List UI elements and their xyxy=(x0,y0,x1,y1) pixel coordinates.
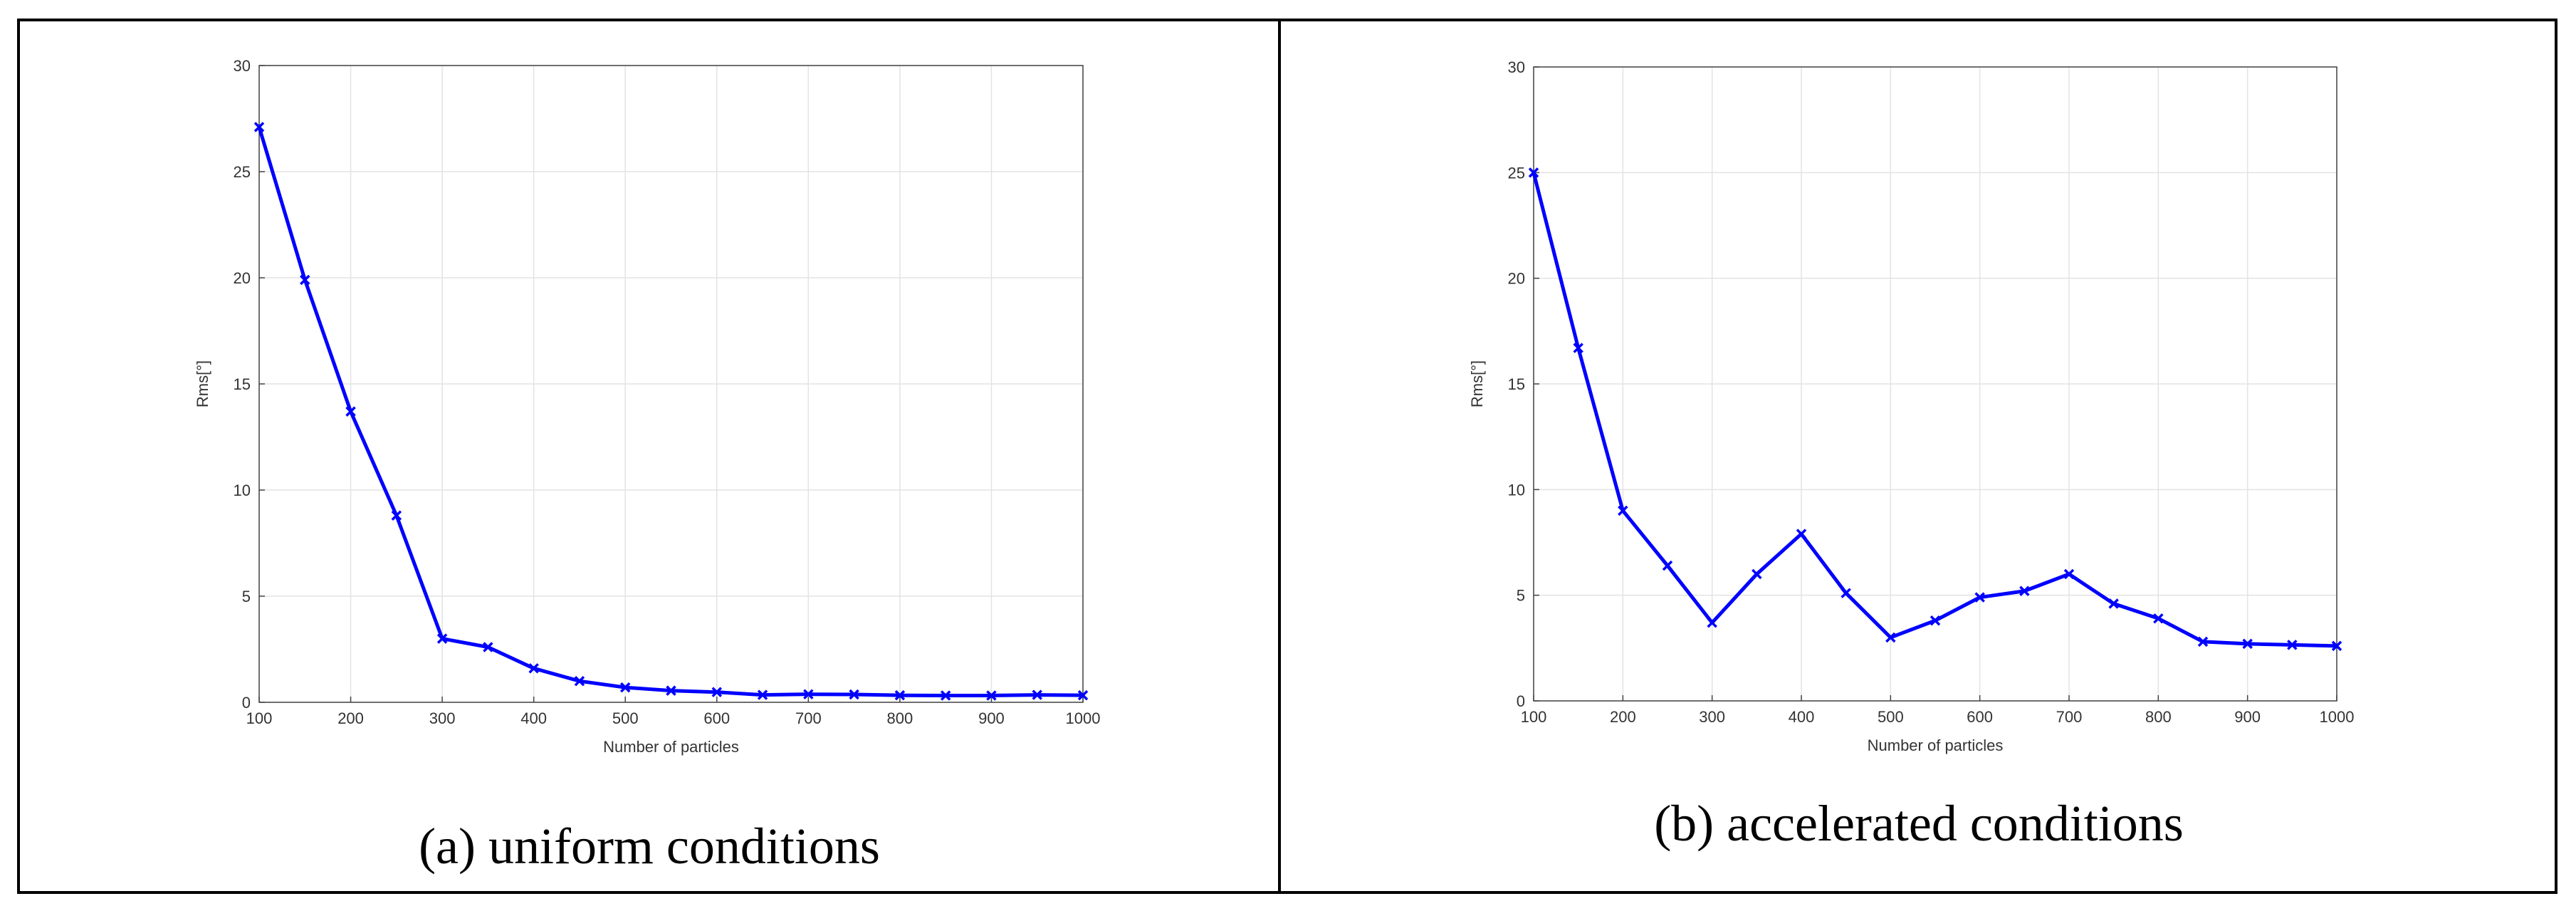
y-axis-label: Rms[°] xyxy=(194,360,211,407)
data-point-marker xyxy=(528,663,539,674)
data-point-marker xyxy=(940,690,951,701)
data-point-marker xyxy=(574,675,585,687)
data-point-marker xyxy=(436,633,448,644)
data-point-marker xyxy=(849,689,859,700)
caption-b: (b) accelerated conditions xyxy=(1654,795,2184,852)
x-tick-label: 200 xyxy=(337,709,364,727)
x-tick-label: 800 xyxy=(887,709,913,727)
x-tick-label: 600 xyxy=(1967,708,1993,726)
y-tick-label: 0 xyxy=(242,694,251,712)
data-point-marker xyxy=(1707,617,1717,628)
x-tick-label: 300 xyxy=(429,709,456,727)
data-point-marker xyxy=(1796,529,1807,539)
x-tick-label: 500 xyxy=(612,709,639,727)
y-tick-label: 20 xyxy=(234,269,251,287)
data-point-marker xyxy=(803,689,814,699)
y-tick-label: 30 xyxy=(1508,58,1525,76)
data-point-marker xyxy=(253,122,265,132)
x-tick-label: 800 xyxy=(2145,708,2172,726)
data-point-marker xyxy=(391,510,402,521)
data-point-marker xyxy=(711,687,723,697)
plot-a: 100 200 300 400 500 600 700 800 900 1000 0 5 10 15 20 2… xyxy=(194,57,1100,756)
data-point-marker xyxy=(2287,640,2298,650)
y-tick-label: 5 xyxy=(242,588,251,605)
data-point-marker xyxy=(1930,615,1941,626)
data-point-marker xyxy=(757,689,768,700)
y-tick-label: 20 xyxy=(1508,270,1525,288)
x-tick-label: 700 xyxy=(795,709,822,727)
x-tick-label: 1000 xyxy=(2320,708,2355,726)
data-point-marker xyxy=(986,690,997,701)
data-point-marker xyxy=(1662,560,1673,571)
y-tick-label: 25 xyxy=(1508,164,1525,182)
x-axis-label: Number of particles xyxy=(603,738,739,756)
data-point-marker xyxy=(2331,640,2342,652)
x-tick-label: 500 xyxy=(1878,708,1904,726)
data-point-marker xyxy=(1528,167,1539,178)
x-tick-label: 900 xyxy=(978,709,1005,727)
caption-a: (a) uniform conditions xyxy=(419,818,880,875)
y-axis-label: Rms[°] xyxy=(1468,360,1486,407)
data-point-marker xyxy=(1752,568,1762,580)
x-tick-label: 900 xyxy=(2234,708,2261,726)
y-tick-label: 25 xyxy=(234,163,251,181)
data-point-marker xyxy=(1032,689,1042,700)
x-tick-label: 100 xyxy=(246,709,273,727)
x-tick-label: 600 xyxy=(703,709,730,727)
x-tick-label: 100 xyxy=(1521,708,1547,726)
data-point-marker xyxy=(619,682,631,693)
y-tick-label: 30 xyxy=(234,57,251,75)
data-point-marker xyxy=(2063,568,2075,580)
panel-b: 100 200 300 400 500 600 700 800 900 1000 0 5 10 15 20 2… xyxy=(1468,58,2354,852)
x-axis-label: Number of particles xyxy=(1868,736,2004,754)
x-tick-label: 1000 xyxy=(1066,709,1101,727)
y-tick-label: 10 xyxy=(1508,481,1525,499)
data-point-marker xyxy=(2242,638,2253,650)
data-point-marker xyxy=(1841,588,1851,598)
data-point-marker xyxy=(1077,689,1089,701)
y-tick-label: 5 xyxy=(1517,587,1525,605)
data-point-marker xyxy=(1573,343,1583,353)
data-point-marker xyxy=(1618,505,1628,516)
y-tick-label: 15 xyxy=(234,375,251,393)
x-tick-label: 700 xyxy=(2056,708,2083,726)
data-point-marker xyxy=(894,689,906,701)
data-point-marker xyxy=(345,406,356,417)
data-point-marker xyxy=(1974,592,1985,603)
data-point-marker xyxy=(2197,636,2209,647)
x-tick-label: 200 xyxy=(1610,708,1636,726)
data-point-marker xyxy=(1885,632,1896,643)
x-tick-label: 400 xyxy=(520,709,547,727)
y-tick-label: 15 xyxy=(1508,375,1525,393)
panel-a: 100 200 300 400 500 600 700 800 900 1000 0 5 10 15 20 2… xyxy=(194,57,1100,875)
plot-b: 100 200 300 400 500 600 700 800 900 1000 0 5 10 15 20 2… xyxy=(1468,58,2354,754)
x-tick-label: 300 xyxy=(1699,708,1725,726)
y-tick-label: 0 xyxy=(1517,692,1525,710)
x-tick-label: 400 xyxy=(1789,708,1815,726)
data-point-marker xyxy=(2153,613,2164,624)
data-point-marker xyxy=(483,642,493,652)
data-point-marker xyxy=(2019,585,2030,596)
data-point-marker xyxy=(300,274,310,286)
y-tick-label: 10 xyxy=(234,481,251,499)
data-point-marker xyxy=(666,685,676,696)
data-point-marker xyxy=(2108,598,2119,609)
